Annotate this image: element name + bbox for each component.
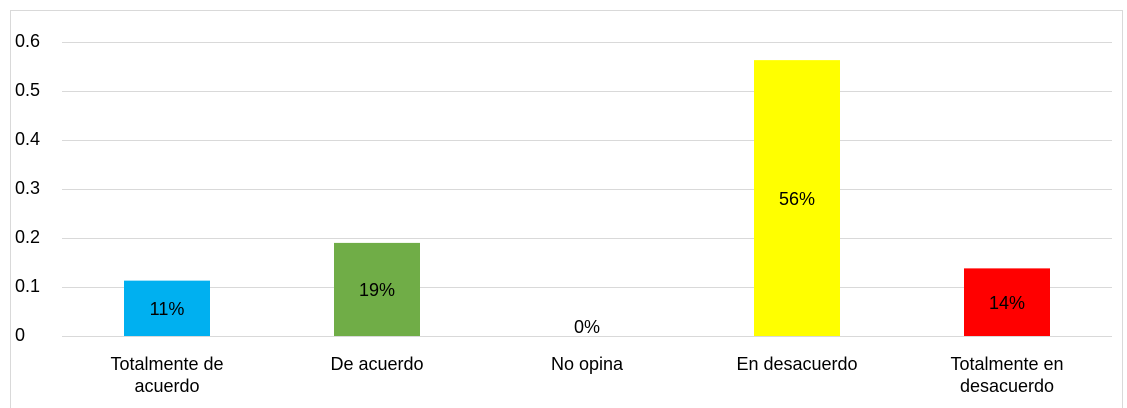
y-tick-label: 0: [15, 325, 25, 345]
y-tick-label: 0.4: [15, 129, 40, 149]
bar: [124, 280, 210, 336]
y-tick-label: 0.6: [15, 31, 40, 51]
bar: [754, 60, 840, 336]
value-label: 0%: [574, 317, 600, 337]
x-tick-label: No opina: [550, 354, 624, 374]
value-label: 56%: [779, 189, 815, 209]
chart-border: [10, 10, 1123, 408]
y-tick-label: 0.5: [15, 80, 40, 100]
y-tick-label: 0.2: [15, 227, 40, 247]
bar: [334, 242, 420, 336]
x-tick-label: De acuerdo: [330, 354, 424, 374]
value-label: 14%: [989, 293, 1025, 313]
x-tick-label: Totalmente de acuerdo: [110, 354, 224, 396]
value-label: 19%: [359, 280, 395, 300]
y-tick-label: 0.3: [15, 178, 40, 198]
y-tick-label: 0.1: [15, 276, 40, 296]
x-tick-label: Totalmente en desacuerdo: [950, 354, 1064, 396]
value-label: 11%: [150, 299, 185, 319]
x-tick-label: En desacuerdo: [736, 354, 858, 374]
bar: [964, 268, 1050, 336]
